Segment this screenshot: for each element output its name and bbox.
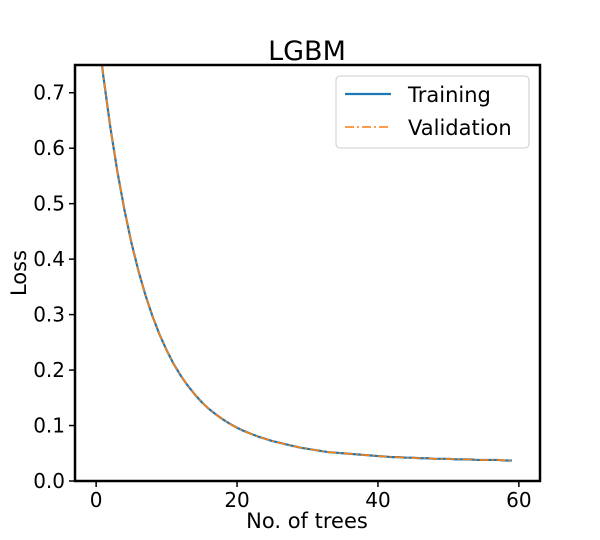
series-line-validation — [101, 65, 512, 462]
y-axis-label: Loss — [7, 250, 31, 296]
series-lines — [100, 65, 512, 462]
x-tick-label: 60 — [506, 488, 531, 512]
x-tick-label: 0 — [90, 488, 103, 512]
x-tick-label: 20 — [224, 488, 249, 512]
legend-label-validation: Validation — [408, 116, 512, 140]
x-tick-label: 40 — [365, 488, 390, 512]
y-tick-label: 0.5 — [33, 192, 65, 216]
y-tick-label: 0.2 — [33, 358, 65, 382]
legend-label-training: Training — [407, 83, 491, 107]
chart-title: LGBM — [268, 36, 346, 67]
y-axis-ticks: 0.0 0.1 0.2 0.3 0.4 0.5 0.6 0.7 — [33, 81, 75, 493]
y-tick-label: 0.4 — [33, 247, 65, 271]
y-tick-label: 0.0 — [33, 469, 65, 493]
x-axis-label: No. of trees — [246, 509, 368, 533]
y-tick-label: 0.3 — [33, 303, 65, 327]
legend: Training Validation — [335, 75, 530, 149]
y-tick-label: 0.1 — [33, 414, 65, 438]
y-tick-label: 0.6 — [33, 136, 65, 160]
y-tick-label: 0.7 — [33, 81, 65, 105]
x-axis-ticks: 0 20 40 60 — [90, 481, 532, 512]
plot-frame — [73, 63, 542, 483]
